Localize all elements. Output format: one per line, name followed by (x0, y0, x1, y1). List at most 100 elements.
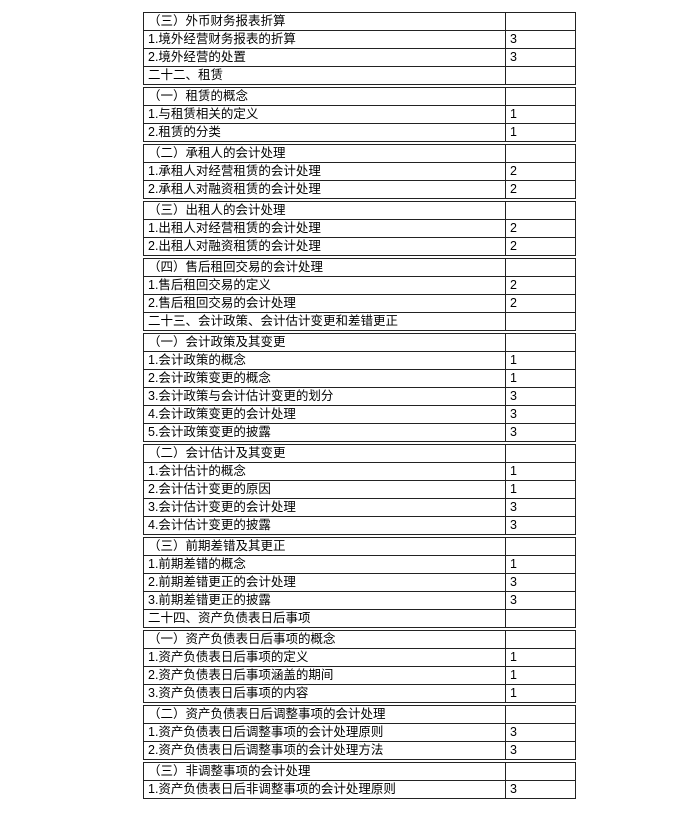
item-row: 2.会计政策变更的概念 1 (143, 369, 576, 388)
score-cell: 3 (505, 387, 576, 406)
section-table: （二）会计估计及其变更 1.会计估计的概念 1 2.会计估计变更的原因 1 3.会计估计变… (143, 444, 576, 535)
topic-cell: （三）外币财务报表折算 (143, 12, 506, 31)
section-header-row: （一）资产负债表日后事项的概念 (143, 630, 576, 649)
topic-cell: 1.售后租回交易的定义 (143, 276, 506, 295)
section-header-row: （三）出租人的会计处理 (143, 201, 576, 220)
topic-cell: （二）资产负债表日后调整事项的会计处理 (143, 705, 506, 724)
syllabus-table-stack: （三）外币财务报表折算 1.境外经营财务报表的折算 3 2.境外经营的处置 3 二十二、租… (143, 12, 576, 801)
topic-cell: （三）非调整事项的会计处理 (143, 762, 506, 781)
topic-cell: 2.租赁的分类 (143, 123, 506, 142)
item-row: 4.会计估计变更的披露 3 (143, 516, 576, 535)
score-cell (505, 609, 576, 628)
topic-cell: （四）售后租回交易的会计处理 (143, 258, 506, 277)
section-table: （一）资产负债表日后事项的概念 1.资产负债表日后事项的定义 1 2.资产负债表日后事… (143, 630, 576, 703)
section-header-row: （四）售后租回交易的会计处理 (143, 258, 576, 277)
topic-cell: 1.会计估计的概念 (143, 462, 506, 481)
score-cell (505, 144, 576, 163)
item-row: 2.售后租回交易的会计处理 2 (143, 294, 576, 313)
score-cell: 3 (505, 723, 576, 742)
item-row: 1.售后租回交易的定义 2 (143, 276, 576, 295)
item-row: 1.资产负债表日后非调整事项的会计处理原则 3 (143, 780, 576, 799)
item-row: 5.会计政策变更的披露 3 (143, 423, 576, 442)
section-header-row: （三）前期差错及其更正 (143, 537, 576, 556)
item-row: 2.承租人对融资租赁的会计处理 2 (143, 180, 576, 199)
score-cell: 2 (505, 237, 576, 256)
score-cell: 3 (505, 423, 576, 442)
score-cell: 3 (505, 498, 576, 517)
item-row: 2.资产负债表日后调整事项的会计处理方法 3 (143, 741, 576, 760)
score-cell: 3 (505, 48, 576, 67)
score-cell (505, 66, 576, 85)
item-row: 2.出租人对融资租赁的会计处理 2 (143, 237, 576, 256)
topic-cell: 1.资产负债表日后非调整事项的会计处理原则 (143, 780, 506, 799)
topic-cell: 2.资产负债表日后调整事项的会计处理方法 (143, 741, 506, 760)
score-cell: 3 (505, 405, 576, 424)
score-cell: 1 (505, 648, 576, 667)
score-cell: 3 (505, 780, 576, 799)
topic-cell: 2.资产负债表日后事项涵盖的期间 (143, 666, 506, 685)
score-cell (505, 312, 576, 331)
topic-cell: 1.前期差错的概念 (143, 555, 506, 574)
topic-cell: 2.出租人对融资租赁的会计处理 (143, 237, 506, 256)
score-cell: 1 (505, 666, 576, 685)
score-cell: 2 (505, 180, 576, 199)
score-cell: 3 (505, 516, 576, 535)
score-cell: 3 (505, 741, 576, 760)
topic-cell: 2.境外经营的处置 (143, 48, 506, 67)
topic-cell: 1.承租人对经营租赁的会计处理 (143, 162, 506, 181)
item-row: 3.资产负债表日后事项的内容 1 (143, 684, 576, 703)
section-table: （二）承租人的会计处理 1.承租人对经营租赁的会计处理 2 2.承租人对融资租赁的会计… (143, 144, 576, 199)
item-row: 1.资产负债表日后调整事项的会计处理原则 3 (143, 723, 576, 742)
score-cell (505, 444, 576, 463)
item-row: 2.前期差错更正的会计处理 3 (143, 573, 576, 592)
topic-cell: （三）前期差错及其更正 (143, 537, 506, 556)
score-cell: 1 (505, 462, 576, 481)
section-table: （三）外币财务报表折算 1.境外经营财务报表的折算 3 2.境外经营的处置 3 二十二、租… (143, 12, 576, 85)
item-row: 1.前期差错的概念 1 (143, 555, 576, 574)
score-cell: 1 (505, 105, 576, 124)
topic-cell: （三）出租人的会计处理 (143, 201, 506, 220)
topic-cell: 3.会计估计变更的会计处理 (143, 498, 506, 517)
score-cell (505, 87, 576, 106)
score-cell: 1 (505, 351, 576, 370)
score-cell: 1 (505, 684, 576, 703)
topic-cell: （一）会计政策及其变更 (143, 333, 506, 352)
topic-cell: 2.售后租回交易的会计处理 (143, 294, 506, 313)
topic-cell: 3.会计政策与会计估计变更的划分 (143, 387, 506, 406)
topic-cell: 2.前期差错更正的会计处理 (143, 573, 506, 592)
topic-cell: 1.与租赁相关的定义 (143, 105, 506, 124)
score-cell: 2 (505, 276, 576, 295)
section-header-row: （三）非调整事项的会计处理 (143, 762, 576, 781)
score-cell: 1 (505, 123, 576, 142)
topic-cell: （一）租赁的概念 (143, 87, 506, 106)
topic-cell: 2.承租人对融资租赁的会计处理 (143, 180, 506, 199)
item-row: 2.租赁的分类 1 (143, 123, 576, 142)
item-row: 1.会计政策的概念 1 (143, 351, 576, 370)
topic-cell: （一）资产负债表日后事项的概念 (143, 630, 506, 649)
section-header-row: （三）外币财务报表折算 (143, 12, 576, 31)
item-row: 4.会计政策变更的会计处理 3 (143, 405, 576, 424)
item-row: 3.会计政策与会计估计变更的划分 3 (143, 387, 576, 406)
section-table: （四）售后租回交易的会计处理 1.售后租回交易的定义 2 2.售后租回交易的会计处理 2… (143, 258, 576, 331)
topic-cell: 二十三、会计政策、会计估计变更和差错更正 (143, 312, 506, 331)
topic-cell: 5.会计政策变更的披露 (143, 423, 506, 442)
section-table: （二）资产负债表日后调整事项的会计处理 1.资产负债表日后调整事项的会计处理原则 3… (143, 705, 576, 760)
section-table: （三）前期差错及其更正 1.前期差错的概念 1 2.前期差错更正的会计处理 3 3.前期差… (143, 537, 576, 628)
score-cell (505, 630, 576, 649)
topic-cell: 2.会计政策变更的概念 (143, 369, 506, 388)
item-row: 2.会计估计变更的原因 1 (143, 480, 576, 499)
score-cell: 2 (505, 162, 576, 181)
topic-cell: 1.资产负债表日后调整事项的会计处理原则 (143, 723, 506, 742)
score-cell (505, 333, 576, 352)
score-cell: 2 (505, 219, 576, 238)
chapter-row: 二十四、资产负债表日后事项 (143, 609, 576, 628)
item-row: 2.境外经营的处置 3 (143, 48, 576, 67)
topic-cell: 1.资产负债表日后事项的定义 (143, 648, 506, 667)
section-header-row: （一）租赁的概念 (143, 87, 576, 106)
score-cell: 3 (505, 591, 576, 610)
topic-cell: 2.会计估计变更的原因 (143, 480, 506, 499)
item-row: 3.前期差错更正的披露 3 (143, 591, 576, 610)
score-cell (505, 12, 576, 31)
topic-cell: 4.会计估计变更的披露 (143, 516, 506, 535)
